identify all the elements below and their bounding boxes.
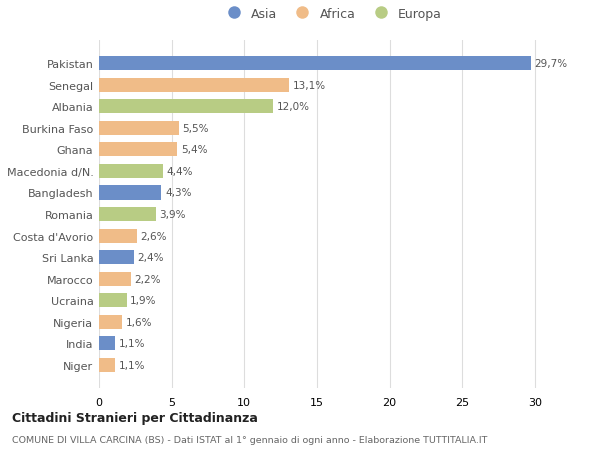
Text: 29,7%: 29,7% <box>534 59 568 69</box>
Text: 5,4%: 5,4% <box>181 145 208 155</box>
Text: 2,4%: 2,4% <box>137 252 164 263</box>
Text: 2,2%: 2,2% <box>134 274 161 284</box>
Bar <box>99 336 115 351</box>
Text: Cittadini Stranieri per Cittadinanza: Cittadini Stranieri per Cittadinanza <box>12 411 258 424</box>
Text: 12,0%: 12,0% <box>277 102 310 112</box>
Text: 3,9%: 3,9% <box>160 210 186 219</box>
Bar <box>99 358 115 372</box>
Bar <box>99 251 134 264</box>
Bar <box>99 229 137 243</box>
Text: 1,1%: 1,1% <box>119 360 145 370</box>
Bar <box>99 57 530 71</box>
Bar <box>99 186 161 200</box>
Text: 2,6%: 2,6% <box>140 231 167 241</box>
Text: 1,1%: 1,1% <box>119 339 145 348</box>
Bar <box>99 165 163 179</box>
Bar <box>99 294 127 308</box>
Text: 1,9%: 1,9% <box>130 296 157 306</box>
Bar <box>99 143 178 157</box>
Bar <box>99 78 289 93</box>
Bar <box>99 272 131 286</box>
Text: 5,5%: 5,5% <box>182 123 209 134</box>
Legend: Asia, Africa, Europa: Asia, Africa, Europa <box>221 8 442 21</box>
Text: COMUNE DI VILLA CARCINA (BS) - Dati ISTAT al 1° gennaio di ogni anno - Elaborazi: COMUNE DI VILLA CARCINA (BS) - Dati ISTA… <box>12 435 487 444</box>
Text: 4,4%: 4,4% <box>167 167 193 177</box>
Text: 1,6%: 1,6% <box>126 317 152 327</box>
Bar <box>99 207 155 222</box>
Bar <box>99 122 179 135</box>
Bar <box>99 315 122 329</box>
Text: 13,1%: 13,1% <box>293 81 326 90</box>
Text: 4,3%: 4,3% <box>165 188 191 198</box>
Bar <box>99 100 274 114</box>
